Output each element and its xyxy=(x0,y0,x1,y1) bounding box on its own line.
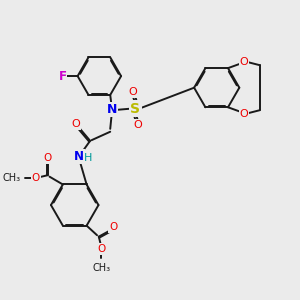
Text: F: F xyxy=(58,70,67,83)
Text: O: O xyxy=(109,222,117,233)
Text: O: O xyxy=(97,244,105,254)
Text: O: O xyxy=(240,57,248,67)
Text: O: O xyxy=(72,118,80,129)
Text: O: O xyxy=(129,87,137,97)
Text: O: O xyxy=(134,120,142,130)
Text: S: S xyxy=(130,101,140,116)
Text: H: H xyxy=(84,153,93,164)
Text: N: N xyxy=(74,150,84,164)
Text: O: O xyxy=(32,172,40,182)
Text: O: O xyxy=(43,153,51,163)
Text: N: N xyxy=(106,103,117,116)
Text: O: O xyxy=(240,109,248,118)
Text: CH₃: CH₃ xyxy=(92,263,110,273)
Text: CH₃: CH₃ xyxy=(2,172,20,182)
